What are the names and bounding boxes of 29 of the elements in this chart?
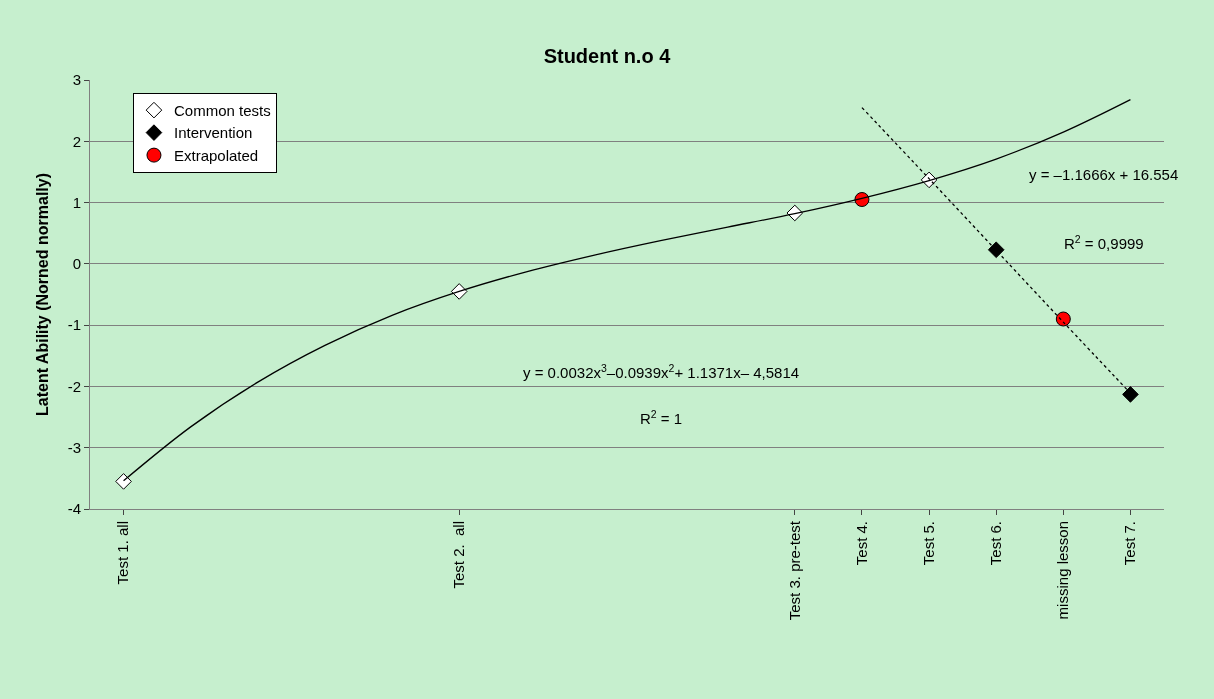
- x-tick-label: Test 5.: [919, 521, 937, 566]
- legend-label: Extrapolated: [173, 146, 259, 164]
- y-tick-label: -4: [67, 500, 81, 518]
- x-tick-label: Test 6.: [987, 521, 1005, 566]
- y-tick-label: -1: [67, 316, 81, 334]
- y-tick-label: 1: [72, 193, 81, 211]
- annotation: y = 0.0032x$^{3}$–0.0939x$^{2}$+ 1.1371x– 4,5814: [523, 362, 800, 382]
- y-tick-label: 2: [72, 132, 81, 150]
- annotation: y = –1.1666x + 16.554: [1029, 166, 1179, 183]
- y-axis-title: Latent Ability (Norned normally): [33, 173, 51, 416]
- legend-label: Intervention: [173, 124, 253, 142]
- y-tick-label: 0: [72, 255, 81, 273]
- x-tick-label: Test 2. all: [450, 521, 468, 589]
- y-tick-label: -3: [67, 438, 81, 456]
- x-tick-label: Test 7.: [1121, 521, 1139, 566]
- point: [1055, 311, 1071, 327]
- point: [115, 473, 132, 490]
- x-tick-label: Test 1. all: [114, 521, 132, 585]
- x-tick-label: Test 3. pre-test: [785, 520, 803, 621]
- point: [987, 241, 1005, 259]
- annotation: R$^{2}$ = 0,9999: [1064, 233, 1144, 253]
- annotation: R$^{2}$ = 1: [640, 408, 683, 428]
- y-tick-label: 3: [72, 71, 81, 89]
- y-tick-label: -2: [67, 377, 81, 395]
- x-tick-label: Test 4.: [852, 521, 870, 566]
- legend-label: Common tests: [173, 101, 271, 119]
- x-tick-label: missing lesson: [1054, 521, 1072, 620]
- chart-title: Student n.o 4: [543, 44, 672, 67]
- point: [1122, 386, 1139, 403]
